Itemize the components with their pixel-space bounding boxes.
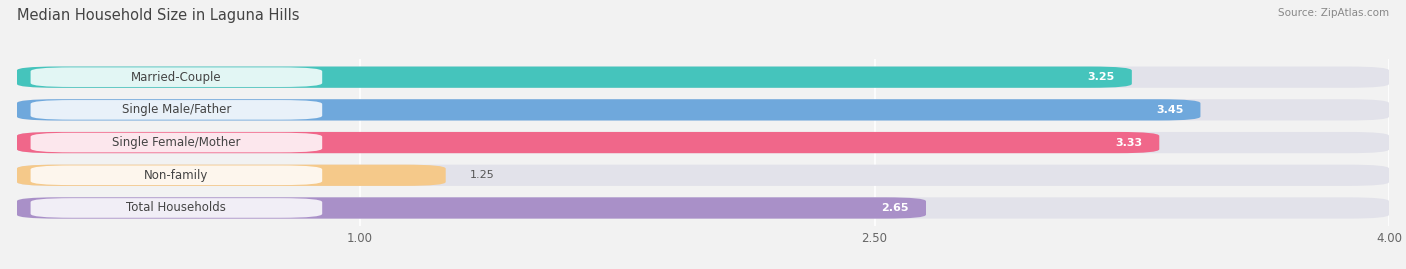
- Text: Source: ZipAtlas.com: Source: ZipAtlas.com: [1278, 8, 1389, 18]
- Text: Single Female/Mother: Single Female/Mother: [112, 136, 240, 149]
- Text: Married-Couple: Married-Couple: [131, 71, 222, 84]
- Text: Single Male/Father: Single Male/Father: [122, 103, 231, 116]
- FancyBboxPatch shape: [17, 132, 1389, 153]
- Text: 3.45: 3.45: [1156, 105, 1184, 115]
- FancyBboxPatch shape: [31, 67, 322, 87]
- Text: Non-family: Non-family: [145, 169, 208, 182]
- FancyBboxPatch shape: [17, 197, 1389, 219]
- Text: 1.25: 1.25: [470, 170, 495, 180]
- Text: 3.25: 3.25: [1087, 72, 1115, 82]
- FancyBboxPatch shape: [31, 198, 322, 218]
- Text: 2.65: 2.65: [882, 203, 908, 213]
- FancyBboxPatch shape: [17, 132, 1160, 153]
- FancyBboxPatch shape: [17, 99, 1201, 121]
- FancyBboxPatch shape: [31, 100, 322, 120]
- FancyBboxPatch shape: [17, 66, 1132, 88]
- Text: Total Households: Total Households: [127, 201, 226, 214]
- FancyBboxPatch shape: [17, 66, 1389, 88]
- FancyBboxPatch shape: [17, 165, 446, 186]
- FancyBboxPatch shape: [31, 165, 322, 185]
- Text: Median Household Size in Laguna Hills: Median Household Size in Laguna Hills: [17, 8, 299, 23]
- FancyBboxPatch shape: [17, 197, 927, 219]
- FancyBboxPatch shape: [17, 165, 1389, 186]
- FancyBboxPatch shape: [17, 99, 1389, 121]
- FancyBboxPatch shape: [31, 133, 322, 152]
- Text: 3.33: 3.33: [1115, 137, 1142, 148]
